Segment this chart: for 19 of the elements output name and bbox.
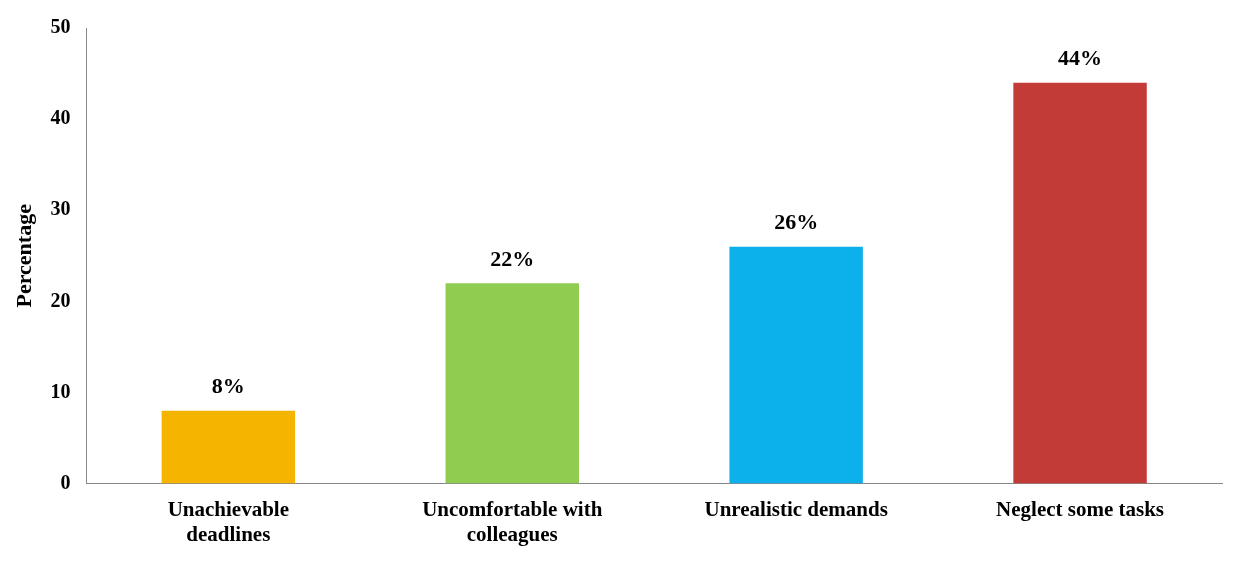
data-label: 8% bbox=[211, 373, 245, 399]
x-tick-label: Unrealistic demands bbox=[704, 496, 888, 521]
y-tick-label: 30 bbox=[50, 197, 71, 220]
data-label: 26% bbox=[774, 209, 819, 235]
y-tick-label: 0 bbox=[60, 470, 71, 493]
bar bbox=[161, 410, 296, 484]
data-label: 22% bbox=[490, 245, 535, 271]
data-label: 44% bbox=[1058, 45, 1103, 71]
x-tick-label: Unachievable deadlines bbox=[167, 496, 290, 546]
y-tick-label: 50 bbox=[50, 15, 71, 38]
y-axis-title: Percentage bbox=[10, 203, 36, 308]
y-tick-label: 40 bbox=[50, 106, 71, 129]
x-tick-label: Neglect some tasks bbox=[996, 496, 1165, 521]
bar bbox=[445, 283, 579, 484]
y-tick-label: 10 bbox=[50, 379, 71, 402]
y-tick-label: 20 bbox=[50, 288, 71, 311]
bar bbox=[729, 246, 863, 484]
bar bbox=[1013, 82, 1147, 484]
x-tick-label: Uncomfortable with colleagues bbox=[422, 496, 603, 546]
